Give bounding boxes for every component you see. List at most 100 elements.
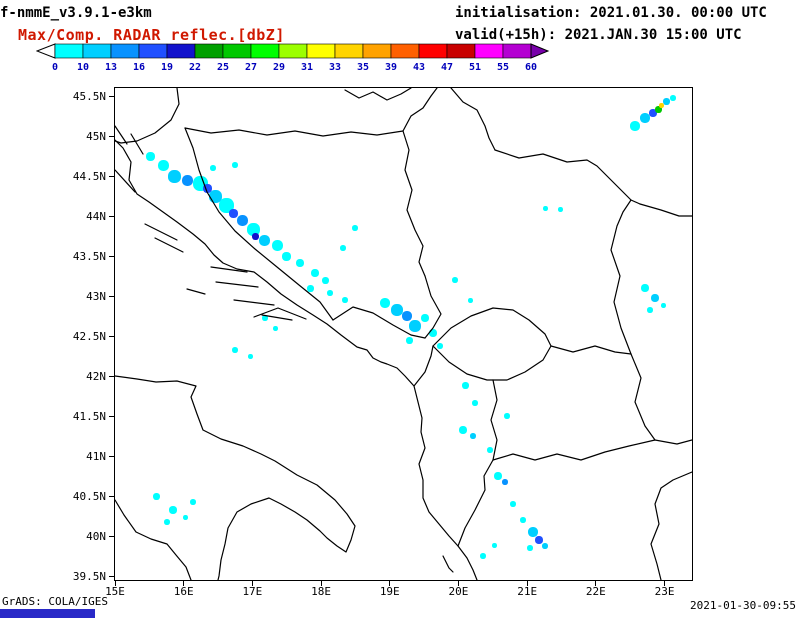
- border-segment: [115, 88, 180, 144]
- radar-echo: [168, 505, 177, 514]
- border-segment: [492, 439, 692, 461]
- y-axis-label: 44N: [86, 210, 106, 223]
- y-axis-label: 39.5N: [72, 570, 106, 583]
- y-axis-label: 42.5N: [72, 330, 106, 343]
- radar-echo: [504, 413, 511, 419]
- radar-echo: [494, 472, 503, 480]
- init-time-label: initialisation: 2021.01.30. 00:00 UTC: [455, 5, 767, 21]
- colorbar-tick-label: 19: [160, 62, 174, 73]
- bottom-blue-bar: [0, 609, 95, 618]
- y-axis-tick: [109, 295, 115, 297]
- colorbar-tick-label: 39: [384, 62, 398, 73]
- colorbar-tick-label: 25: [216, 62, 230, 73]
- x-axis-label: 16E: [173, 585, 194, 598]
- radar-echo: [650, 293, 659, 302]
- x-axis-label: 23E: [654, 585, 675, 598]
- radar-echo: [210, 165, 217, 171]
- radar-echo: [654, 106, 662, 114]
- y-axis-tick: [109, 455, 115, 457]
- y-axis-label: 42N: [86, 370, 106, 383]
- colorbar-tick-label: 51: [468, 62, 482, 73]
- grads-credit-label: GrADS: COLA/IGES: [2, 595, 108, 608]
- island: [144, 223, 178, 241]
- x-axis-tick: [664, 580, 666, 586]
- radar-echo: [452, 277, 459, 283]
- x-axis-label: 19E: [379, 585, 400, 598]
- island: [215, 281, 259, 288]
- y-axis-tick: [109, 575, 115, 577]
- border-segment: [184, 127, 334, 321]
- radar-echo: [190, 498, 197, 505]
- colorbar-tick-label: 16: [132, 62, 146, 73]
- border-segment: [630, 353, 656, 441]
- island: [115, 125, 128, 145]
- border-segment: [424, 275, 442, 339]
- radar-echo: [237, 214, 249, 226]
- radar-echo: [145, 151, 155, 161]
- radar-echo: [295, 259, 304, 268]
- radar-echo: [467, 297, 473, 303]
- radar-echo: [659, 103, 665, 109]
- radar-echo: [351, 225, 358, 231]
- radar-echo: [232, 161, 239, 168]
- border-segment: [402, 88, 438, 132]
- border-segment: [490, 379, 498, 461]
- y-axis-tick: [109, 135, 115, 137]
- radar-echo: [663, 98, 671, 106]
- island: [115, 169, 136, 193]
- radar-echo: [306, 284, 314, 292]
- radar-echo: [282, 251, 292, 261]
- x-axis-label: 21E: [517, 585, 538, 598]
- radar-echo: [182, 515, 188, 521]
- island: [253, 307, 307, 320]
- colorbar-tick-label: 43: [412, 62, 426, 73]
- reflectivity-colorbar: [35, 43, 552, 63]
- border-segment: [639, 203, 692, 217]
- x-axis-tick: [320, 580, 322, 586]
- radar-echo: [420, 313, 429, 322]
- colorbar-tick-label: 0: [51, 62, 59, 73]
- colorbar-tick-label: 22: [188, 62, 202, 73]
- radar-echo: [557, 207, 563, 213]
- x-axis-label: 22E: [585, 585, 606, 598]
- coastline-italy-west: [115, 499, 192, 580]
- y-axis-label: 45N: [86, 130, 106, 143]
- border-segment: [457, 459, 494, 547]
- radar-echo: [469, 433, 476, 439]
- radar-echo: [461, 382, 469, 390]
- radar-echo: [660, 303, 666, 309]
- radar-echo: [157, 160, 169, 172]
- island: [233, 299, 275, 306]
- x-axis-label: 20E: [448, 585, 469, 598]
- island: [442, 555, 454, 573]
- y-axis-tick: [109, 375, 115, 377]
- x-axis-tick: [457, 580, 459, 586]
- radar-echo: [340, 245, 347, 251]
- colorbar-tick-label: 55: [496, 62, 510, 73]
- radar-echo: [629, 120, 640, 131]
- radar-echo: [259, 234, 271, 246]
- border-segment: [413, 345, 434, 387]
- x-axis-label: 18E: [311, 585, 331, 598]
- island: [210, 266, 248, 273]
- island: [154, 237, 184, 253]
- creation-timestamp: 2021-01-30-09:55: [690, 599, 796, 612]
- y-axis-tick: [109, 335, 115, 337]
- radar-echo: [321, 276, 329, 284]
- y-axis-label: 40.5N: [72, 490, 106, 503]
- product-title: Max/Comp. RADAR reflec.[dbZ]: [18, 26, 285, 44]
- radar-echo: [640, 112, 651, 123]
- radar-echo: [342, 297, 349, 303]
- map-area: [115, 88, 692, 580]
- y-axis-label: 45.5N: [72, 90, 106, 103]
- y-axis-label: 43N: [86, 290, 106, 303]
- colorbar-tick-label: 35: [356, 62, 370, 73]
- x-axis-tick: [114, 580, 116, 586]
- radar-echo: [310, 268, 319, 277]
- radar-echo-layer: [115, 88, 692, 580]
- coastline-italy-east: [115, 375, 356, 580]
- radar-echo: [429, 328, 438, 337]
- coastlines-borders-svg: [115, 88, 692, 580]
- radar-echo: [379, 298, 390, 309]
- islands: [115, 125, 454, 573]
